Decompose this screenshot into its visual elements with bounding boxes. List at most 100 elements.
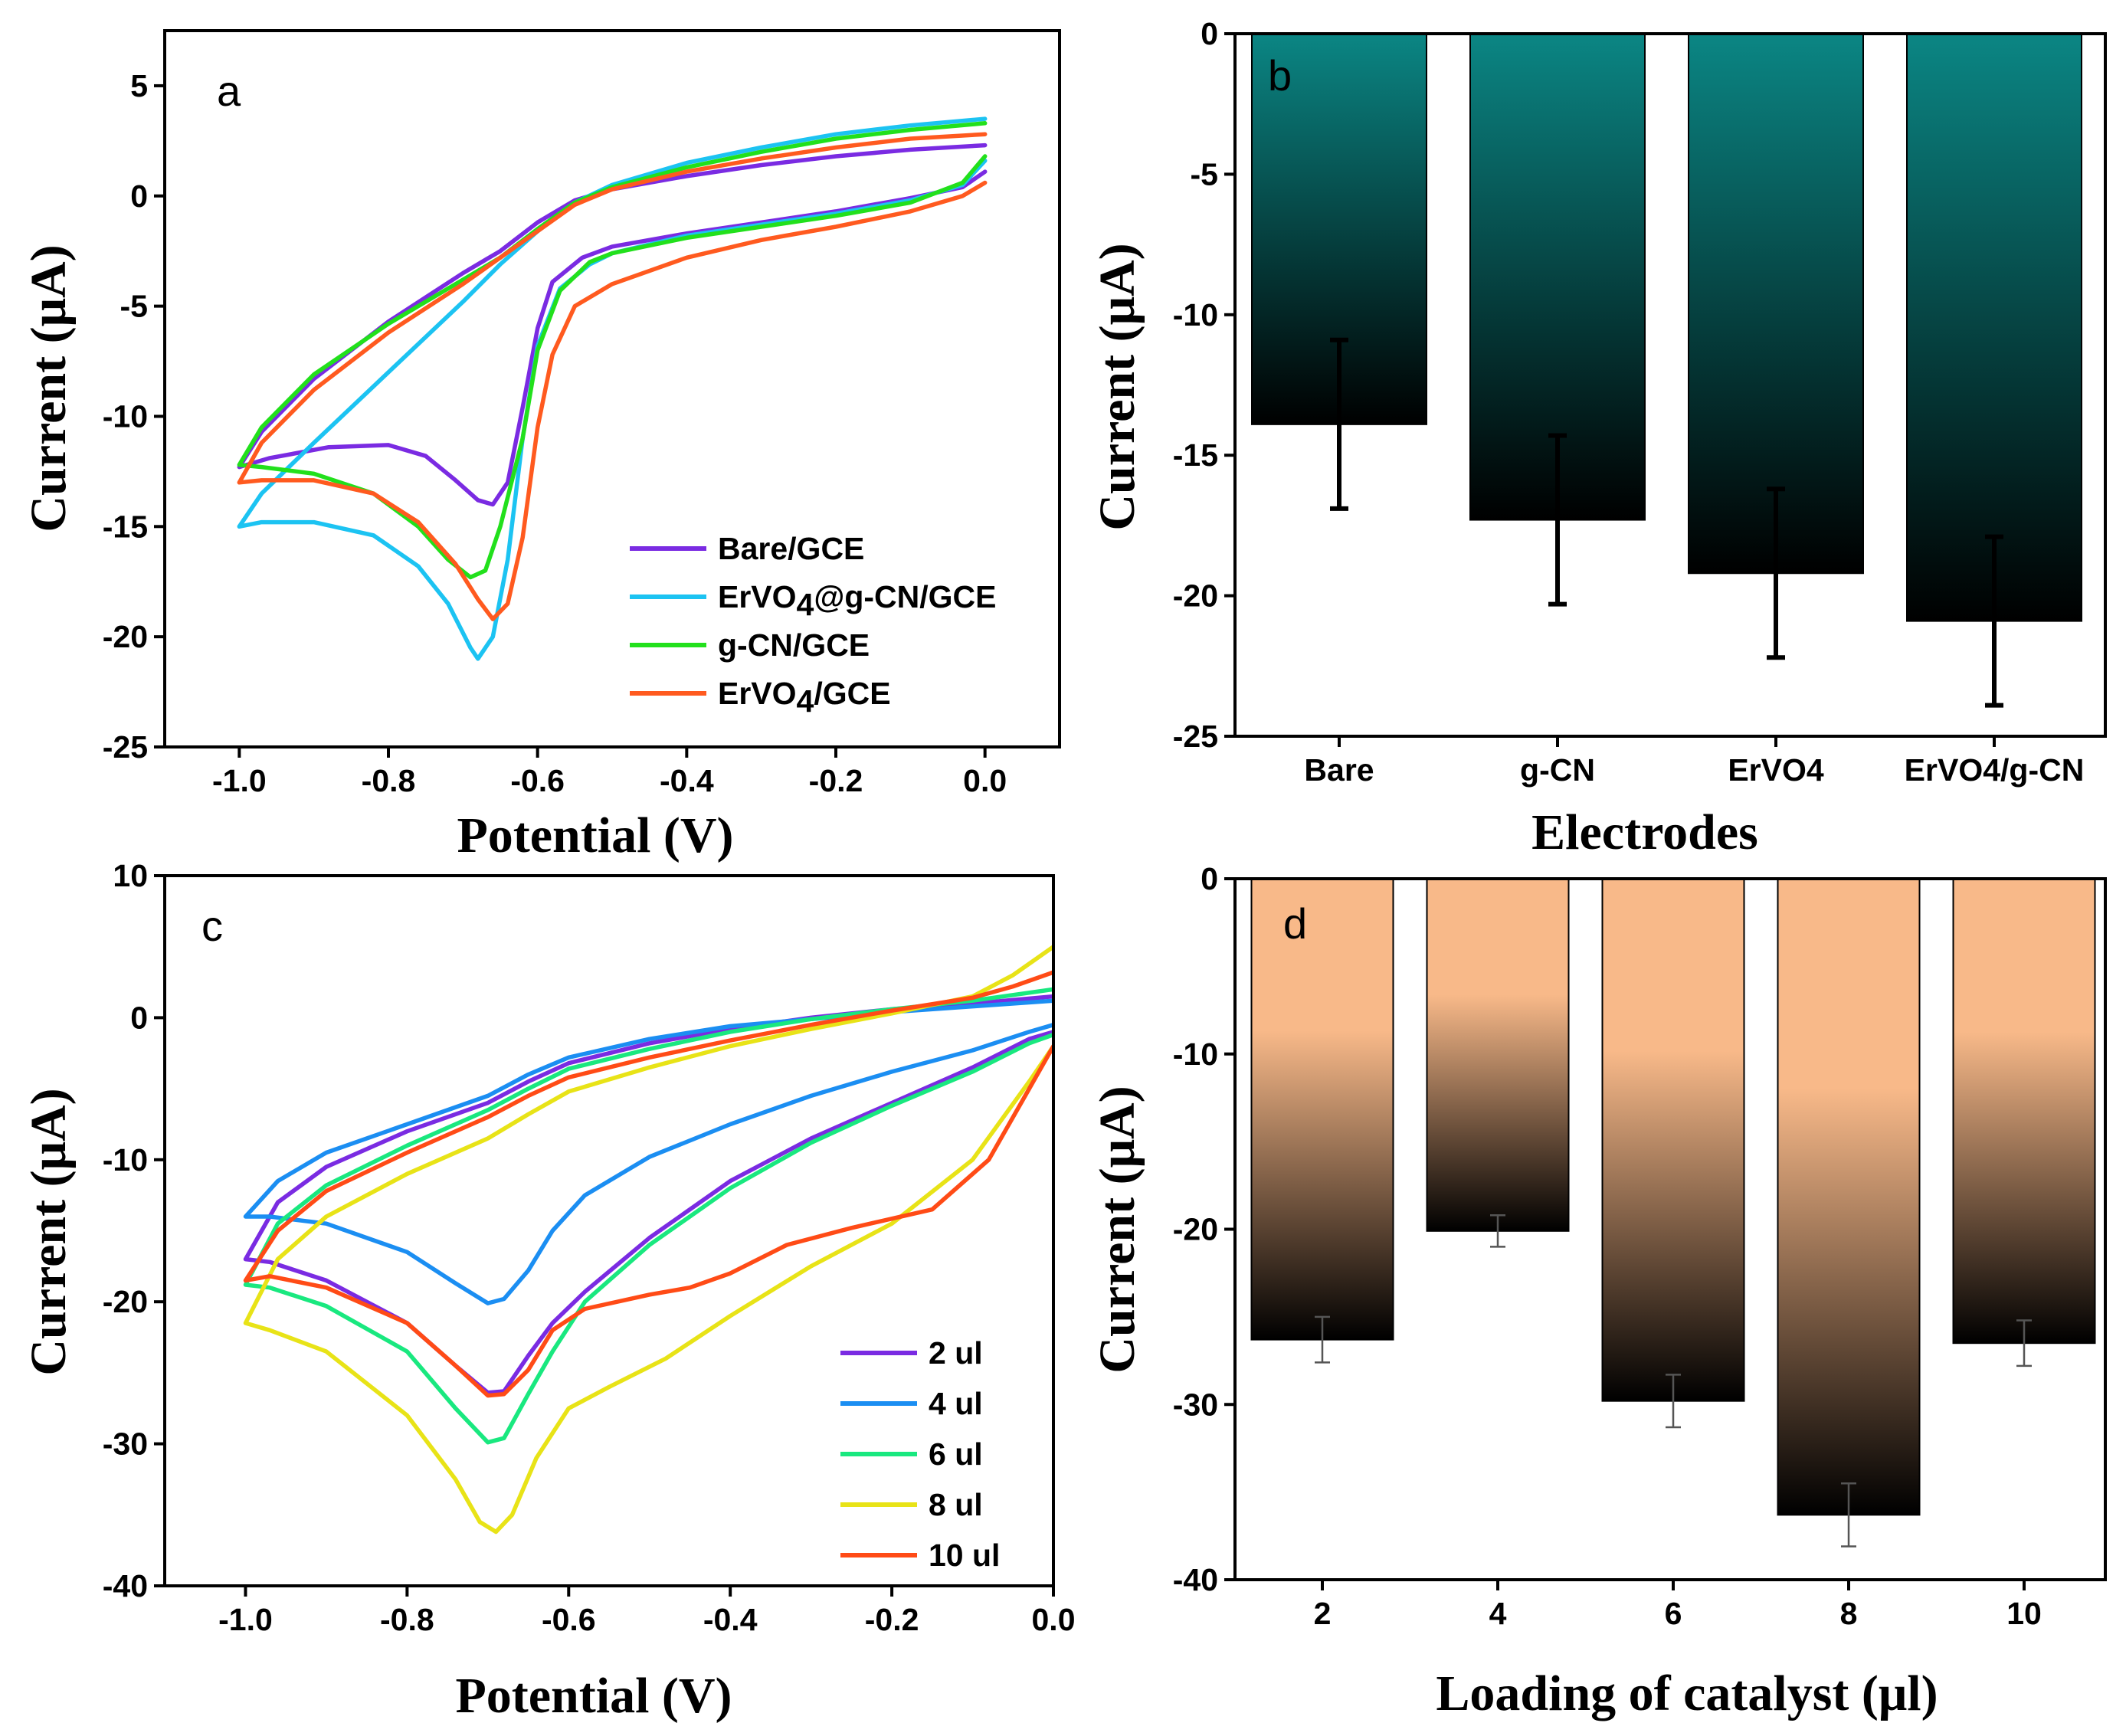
panel-a-legend-label: Bare/GCE: [718, 531, 864, 566]
panel-d-bar: [1601, 878, 1745, 1402]
panel-c-xtick-label: -0.2: [865, 1602, 919, 1637]
panel-d-xtick-label: 6: [1665, 1596, 1682, 1631]
panel-a-legend-label: ErVO4@g-CN/GCE: [718, 579, 997, 622]
panel-d: 0 -10 -20 -30 -40 2 4 6 8 10 d Current (μA) Load…: [1089, 861, 2107, 1721]
panel-a-series-line: [237, 142, 988, 507]
panel-c-xlabel: Potential (V): [455, 1668, 732, 1724]
panel-a-series-group: [237, 116, 988, 661]
panel-a-legend: Bare/GCE ErVO4@g-CN/GCE g-CN/GCE ErVO4/GCE: [630, 531, 997, 719]
panel-d-bar: [1952, 878, 2096, 1345]
panel-c-xtick-label: -0.6: [542, 1602, 596, 1637]
panel-a-xtick-label: -0.8: [362, 763, 416, 798]
panel-c-series-line: [243, 998, 1053, 1305]
panel-d-xtick-label: 4: [1489, 1596, 1507, 1631]
panel-c-legend: 2 ul 4 ul 6 ul 8 ul 10 ul: [840, 1335, 1000, 1573]
panel-a-legend-label: ErVO4/GCE: [718, 676, 891, 719]
panel-a-xtick-label: -1.0: [212, 763, 267, 798]
panel-b-x-ticks: Bare g-CN ErVO4 ErVO4/g-CN: [1304, 736, 2084, 788]
panel-a-ytick-label: -20: [103, 619, 148, 654]
panel-c-ytick-label: -10: [103, 1142, 148, 1178]
panel-b-ytick-label: -10: [1173, 297, 1218, 332]
panel-c-legend-label: 4 ul: [929, 1386, 983, 1421]
panel-b-bar: [1906, 33, 2082, 622]
panel-a-ylabel: Current (μA): [21, 244, 77, 532]
panel-a-xlabel: Potential (V): [457, 807, 733, 863]
panel-a-xtick-label: -0.2: [809, 763, 863, 798]
panel-d-ylabel: Current (μA): [1089, 1086, 1145, 1373]
panel-c-label: c: [201, 902, 223, 950]
panel-d-y-ticks: 0 -10 -20 -30 -40: [1173, 861, 1235, 1597]
panel-d-ytick-label: -20: [1173, 1212, 1218, 1247]
panel-c-ytick-label: 10: [113, 858, 148, 893]
panel-b-y-ticks: 0 -5 -10 -15 -20 -25: [1173, 16, 1235, 754]
panel-c-y-ticks: 10 0 -10 -20 -30 -40: [103, 858, 165, 1603]
panel-d-bars-group: [1250, 878, 2096, 1548]
panel-b-xtick-label: ErVO4: [1728, 752, 1824, 788]
panel-c-x-ticks: -1.0 -0.8 -0.6 -0.4 -0.2 0.0: [218, 1586, 1076, 1637]
panel-b-xtick-label: Bare: [1304, 752, 1374, 788]
panel-a-ytick-label: -5: [120, 289, 148, 324]
panel-c-series-line: [243, 970, 1053, 1398]
panel-c-ytick-label: 0: [130, 1000, 148, 1035]
panel-d-xtick-label: 8: [1840, 1596, 1858, 1631]
panel-a-xtick-label: -0.4: [660, 763, 714, 798]
panel-c: 100-10-20-30-40 -1.0 -0.8 -0.6 -0.4 -0.2 0.0 …: [21, 858, 1076, 1724]
panel-a-label: a: [217, 67, 241, 115]
panel-d-ytick-label: -40: [1173, 1562, 1218, 1597]
panel-a-legend-label: g-CN/GCE: [718, 627, 870, 663]
panel-d-label: d: [1283, 899, 1307, 948]
panel-d-ytick-label: -30: [1173, 1387, 1218, 1422]
panel-b-xtick-label: g-CN: [1520, 752, 1595, 788]
panel-a-x-ticks: -1.0 -0.8 -0.6 -0.4 -0.2 0.0: [212, 747, 1007, 798]
panel-c-series-line: [243, 944, 1053, 1535]
panel-c-ytick-label: -20: [103, 1284, 148, 1319]
panel-d-bar: [1426, 878, 1570, 1232]
panel-a-ytick-label: 0: [130, 179, 148, 214]
panel-c-xtick-label: 0.0: [1032, 1602, 1076, 1637]
panel-c-legend-label: 6 ul: [929, 1436, 983, 1472]
panel-d-bar: [1777, 878, 1921, 1516]
panel-c-xtick-label: -1.0: [218, 1602, 273, 1637]
panel-c-frame: [163, 874, 1055, 1587]
panel-b-ytick-label: -25: [1173, 719, 1218, 754]
panel-b-ytick-label: 0: [1201, 16, 1218, 51]
panel-a-xtick-label: -0.6: [510, 763, 565, 798]
panel-b-bars-group: [1251, 33, 2082, 708]
panel-b-ytick-label: -20: [1173, 578, 1218, 614]
panel-d-ytick-label: -10: [1173, 1037, 1218, 1072]
panel-b-xtick-label: ErVO4/g-CN: [1905, 752, 2085, 788]
panel-c-xtick-label: -0.8: [380, 1602, 434, 1637]
panel-a-series-line: [237, 116, 988, 661]
panel-c-legend-label: 8 ul: [929, 1487, 983, 1522]
panel-a-y-ticks: 5 0 -5 -10 -15 -20 -25: [103, 68, 165, 765]
panel-d-xlabel: Loading of catalyst (μl): [1436, 1666, 1938, 1721]
panel-c-series-line: [243, 994, 1053, 1395]
panel-d-ytick-label: 0: [1201, 861, 1218, 896]
panel-d-xtick-label: 10: [2006, 1596, 2042, 1631]
panel-d-bar: [1250, 878, 1394, 1341]
panel-a: 5 0 -5 -10 -15 -20 -25 -1.0 -0.8 -0.6 -0.4 -0.2 0.0…: [21, 29, 1061, 863]
panel-b-ytick-label: -15: [1173, 437, 1218, 473]
panel-c-legend-label: 10 ul: [929, 1538, 1000, 1573]
panel-d-xtick-label: 2: [1314, 1596, 1332, 1631]
panel-a-series-line: [237, 132, 988, 621]
panel-b-xlabel: Electrodes: [1531, 804, 1758, 860]
panel-c-xtick-label: -0.4: [703, 1602, 758, 1637]
panel-b: 0-5-10-15-20-25 Bare g-CN ErVO4 ErVO4/g-CN …: [1089, 16, 2107, 860]
panel-a-ytick-label: -10: [103, 398, 148, 434]
panel-b-ylabel: Current (μA): [1089, 243, 1145, 530]
panel-a-ytick-label: -25: [103, 729, 148, 765]
panel-b-frame: [1233, 32, 2107, 738]
panel-c-series-group: [243, 944, 1053, 1535]
panel-a-ytick-label: 5: [130, 68, 148, 103]
panel-a-ytick-label: -15: [103, 509, 148, 544]
panel-a-xtick-label: 0.0: [963, 763, 1007, 798]
panel-d-x-ticks: 2 4 6 8 10: [1314, 1580, 2042, 1631]
panel-c-series-line: [243, 987, 1053, 1445]
panel-c-ytick-label: -40: [103, 1568, 148, 1603]
panel-a-frame: [163, 29, 1061, 748]
panel-c-legend-label: 2 ul: [929, 1335, 983, 1371]
panel-b-label: b: [1268, 51, 1292, 100]
panel-b-ytick-label: -5: [1191, 156, 1218, 192]
